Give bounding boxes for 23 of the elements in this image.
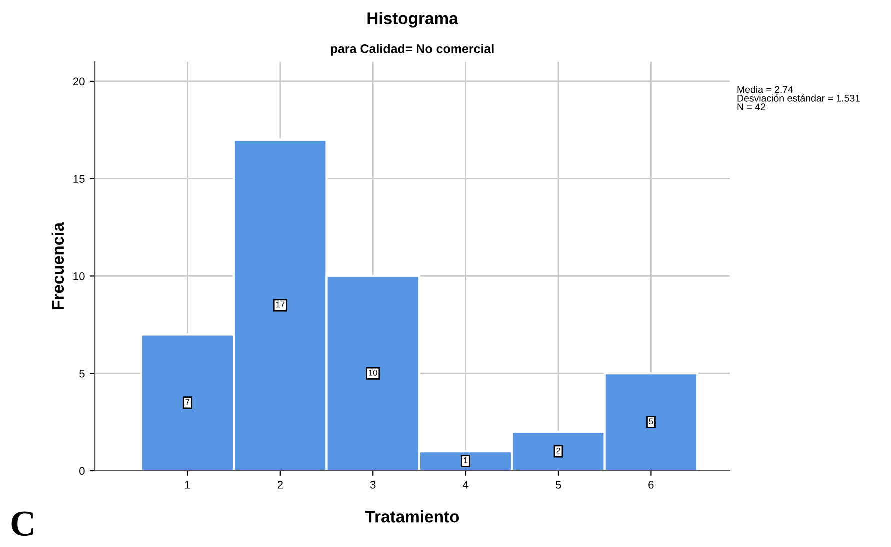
y-tick-label: 10 bbox=[74, 272, 85, 280]
chart-subtitle: para Calidad= No comercial bbox=[331, 44, 494, 56]
data-label: 5 bbox=[649, 418, 654, 425]
text: Media = 2.74 Desviación estándar = 1.531 N = 42 bbox=[738, 86, 860, 110]
data-label: 1 bbox=[464, 458, 468, 464]
y-tick-label: 20 bbox=[73, 78, 85, 86]
data-label: 2 bbox=[556, 448, 560, 454]
x-tick-label: 6 bbox=[648, 481, 654, 489]
x-tick-label: 4 bbox=[462, 481, 469, 489]
y-tick-label: 0 bbox=[80, 467, 85, 476]
text: C bbox=[12, 512, 34, 536]
data-label: 7 bbox=[186, 399, 190, 405]
y-axis-title: Frecuencia bbox=[52, 222, 64, 310]
data-label: 17 bbox=[276, 302, 285, 308]
y-tick-label: 15 bbox=[74, 175, 85, 183]
y-tick-label: 5 bbox=[80, 370, 85, 378]
x-tick-label: 2 bbox=[278, 481, 283, 489]
chart-title: Histograma bbox=[368, 12, 458, 28]
data-label: 10 bbox=[369, 370, 378, 376]
x-axis-title: Tratamiento bbox=[365, 510, 460, 523]
x-tick-label: 5 bbox=[556, 481, 562, 489]
x-tick-label: 1 bbox=[185, 481, 190, 489]
x-tick-label: 3 bbox=[370, 481, 376, 489]
